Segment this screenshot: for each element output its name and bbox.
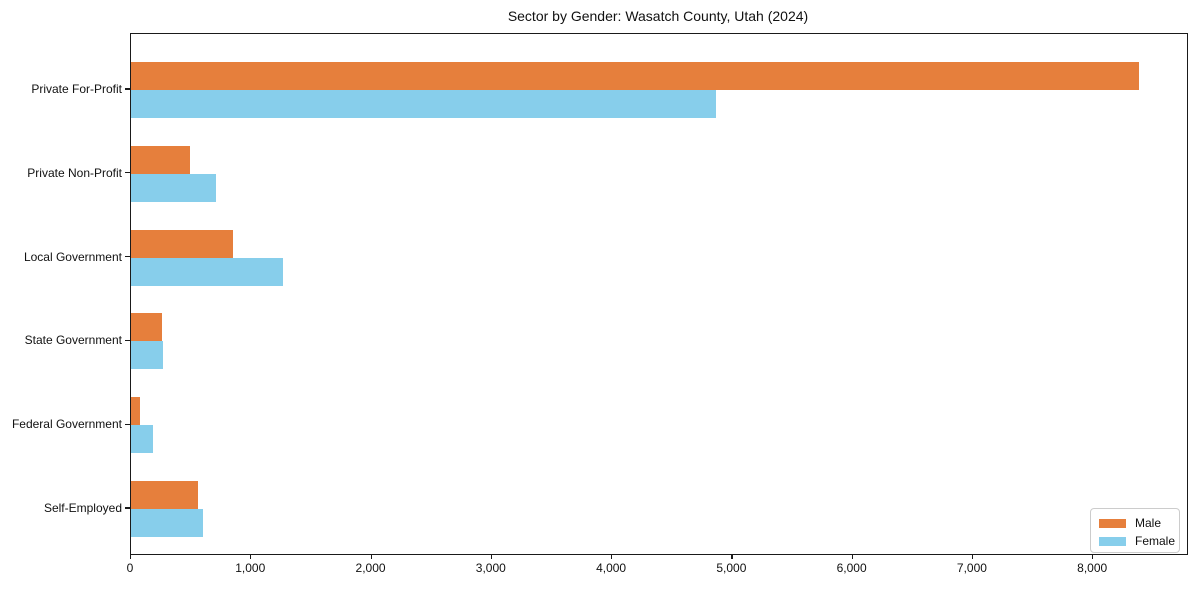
male-bar	[131, 481, 199, 509]
y-tick-mark	[125, 423, 130, 425]
x-tick-label: 5,000	[716, 561, 747, 575]
x-tick-mark	[130, 554, 132, 559]
female-bar	[131, 509, 204, 537]
male-bar	[131, 145, 190, 174]
legend-item-male: Male	[1099, 515, 1171, 531]
female-swatch-icon	[1099, 536, 1126, 546]
category-label: Private Non-Profit	[27, 165, 122, 180]
male-bar	[131, 313, 162, 342]
legend-item-female: Female	[1099, 533, 1175, 549]
x-tick-label: 1,000	[235, 561, 266, 575]
female-bar	[131, 90, 716, 118]
female-bar	[131, 341, 163, 370]
x-tick-label: 6,000	[836, 561, 867, 575]
x-tick-mark	[490, 554, 492, 559]
legend: Male Female	[1090, 508, 1180, 553]
x-tick-mark	[731, 554, 733, 559]
x-tick-label: 8,000	[1077, 561, 1108, 575]
chart-title: Sector by Gender: Wasatch County, Utah (…	[507, 8, 809, 24]
legend-label-female: Female	[1135, 534, 1176, 548]
x-tick-label: 7,000	[956, 561, 987, 575]
female-bar	[131, 425, 153, 454]
x-tick-mark	[370, 554, 372, 559]
male-bar	[131, 397, 141, 426]
x-tick-mark	[971, 554, 974, 559]
x-tick-label: 2,000	[355, 561, 386, 575]
y-tick-mark	[125, 88, 130, 90]
category-label: Federal Government	[11, 417, 122, 432]
female-bar	[131, 257, 283, 286]
category-label: Local Government	[23, 249, 122, 264]
y-tick-mark	[125, 172, 130, 174]
male-bar	[131, 62, 1139, 90]
male-swatch-icon	[1099, 518, 1126, 528]
x-tick-mark	[250, 554, 252, 559]
female-bar	[131, 173, 217, 202]
x-tick-mark	[1092, 554, 1094, 559]
male-bar	[131, 229, 234, 258]
plot-area	[130, 33, 1188, 555]
legend-label-male: Male	[1135, 516, 1162, 530]
x-tick-mark	[851, 554, 853, 559]
x-tick-label: 4,000	[596, 561, 627, 575]
x-tick-label: 3,000	[475, 561, 506, 575]
category-label: Self-Employed	[43, 501, 122, 515]
category-label: Private For-Profit	[31, 82, 122, 96]
x-tick-label: 0	[126, 561, 134, 575]
y-tick-mark	[125, 507, 130, 509]
y-tick-mark	[125, 256, 130, 258]
y-tick-mark	[125, 339, 130, 341]
x-tick-mark	[611, 554, 613, 559]
category-label: State Government	[24, 333, 122, 348]
